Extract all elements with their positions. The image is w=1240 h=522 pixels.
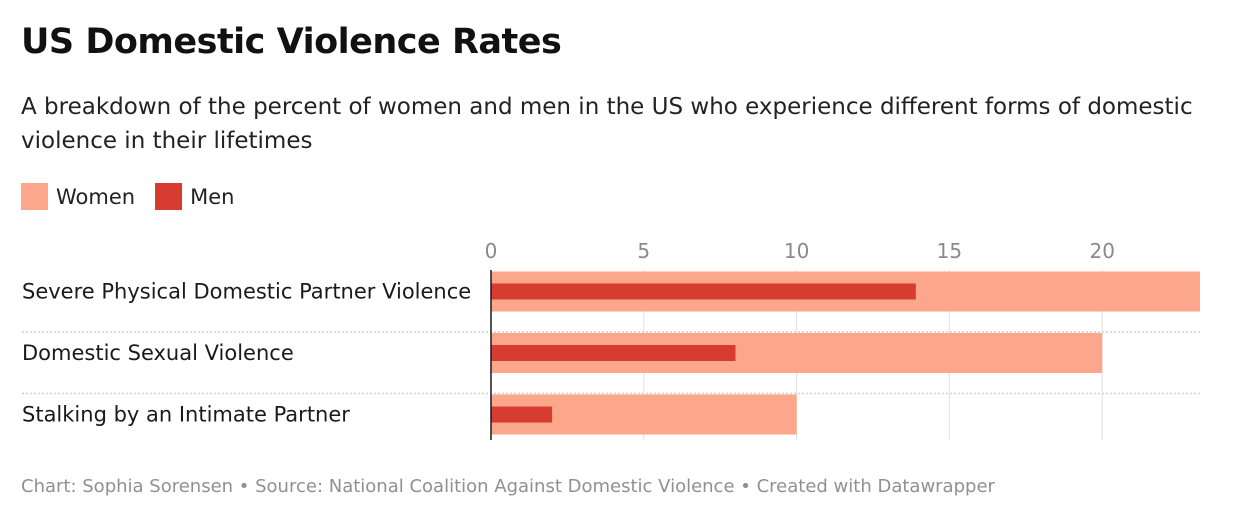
chart-subtitle: A breakdown of the percent of women and … (21, 94, 1193, 154)
category-label: Severe Physical Domestic Partner Violenc… (22, 280, 471, 304)
x-tick-label: 15 (937, 239, 962, 263)
legend-swatch-men (155, 183, 183, 210)
legend: Women Men (21, 183, 254, 210)
x-tick-label: 10 (784, 239, 809, 263)
bar-men (491, 345, 736, 361)
chart-footer: Chart: Sophia Sorensen • Source: Nationa… (21, 476, 995, 497)
bar-men (491, 406, 553, 423)
legend-swatch-women (21, 183, 48, 210)
x-tick-label: 0 (485, 239, 498, 263)
legend-item-men: Men (155, 183, 234, 210)
legend-item-women: Women (21, 183, 135, 210)
x-tick-label: 20 (1089, 239, 1114, 263)
legend-label-women: Women (56, 184, 136, 209)
bar-chart: 0 5 10 15 20 Severe Physical Domestic Partner… (22, 239, 1200, 440)
category-label: Stalking by an Intimate Partner (22, 403, 350, 427)
x-tick-label: 5 (637, 239, 650, 263)
legend-label-men: Men (190, 184, 235, 209)
bar-men (491, 283, 916, 300)
chart-title: US Domestic Violence Rates (21, 22, 562, 62)
category-label: Domestic Sexual Violence (22, 341, 294, 365)
